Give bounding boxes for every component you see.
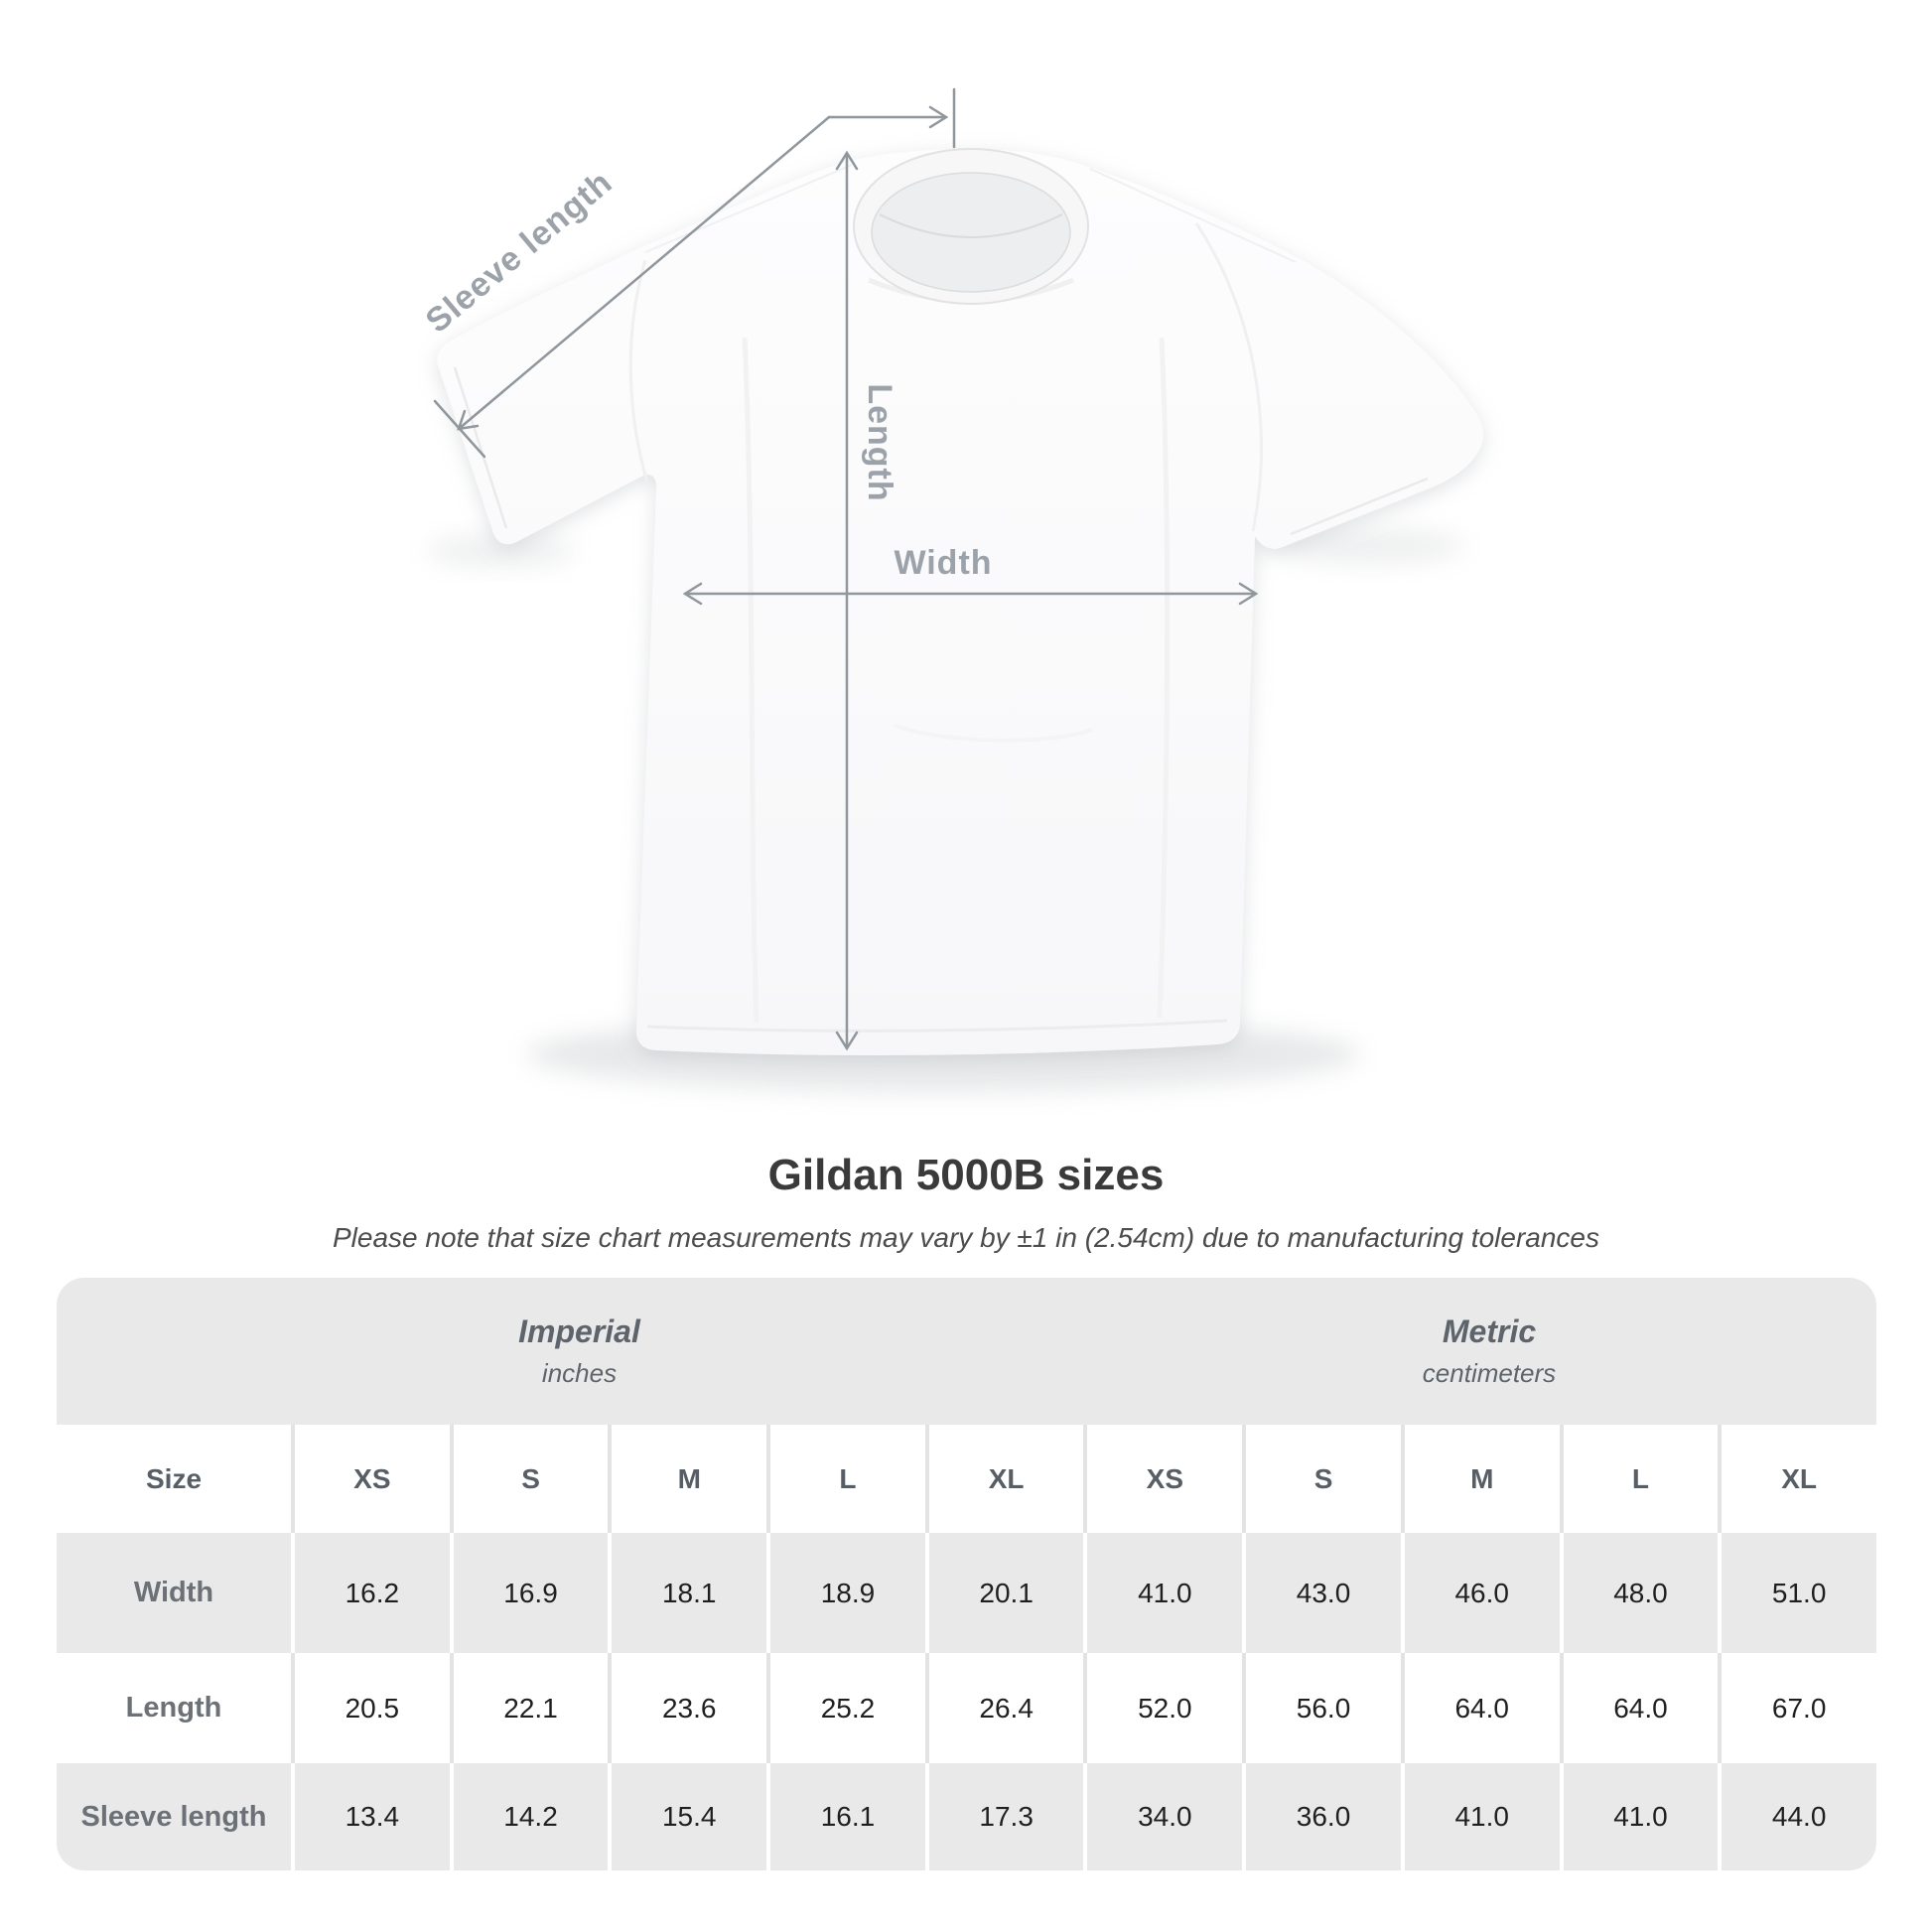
value-cell: 13.4 (295, 1763, 450, 1870)
width-arrow (682, 582, 1259, 606)
size-header-cell: L (770, 1425, 925, 1533)
value-cell: 23.6 (612, 1653, 767, 1763)
row-label: Sleeve length (57, 1763, 291, 1870)
size-header-row: Size XS S M L XL XS S M L XL (57, 1425, 1876, 1533)
size-header-cell: XL (928, 1425, 1084, 1533)
value-cell: 18.9 (770, 1533, 925, 1653)
value-cell: 67.0 (1722, 1653, 1876, 1763)
section-unit: inches (541, 1358, 618, 1388)
value-cell: 41.0 (1404, 1763, 1560, 1870)
size-header-cell: XL (1722, 1425, 1876, 1533)
table-section-header-metric: Metric centimeters (1102, 1278, 1876, 1425)
tshirt-figure: Sleeve length Length Width (419, 87, 1484, 1092)
length-row: Length 20.5 22.1 23.6 25.2 26.4 52.0 56.… (57, 1653, 1876, 1763)
collar (853, 148, 1089, 305)
value-cell: 16.9 (453, 1533, 609, 1653)
value-cell: 64.0 (1563, 1653, 1719, 1763)
width-label: Width (894, 544, 992, 582)
size-header-cell: M (612, 1425, 767, 1533)
value-cell: 46.0 (1404, 1533, 1560, 1653)
value-cell: 36.0 (1246, 1763, 1401, 1870)
sleeve-length-row: Sleeve length 13.4 14.2 15.4 16.1 17.3 3… (57, 1763, 1876, 1870)
value-cell: 56.0 (1246, 1653, 1401, 1763)
size-col-header: Size (57, 1425, 291, 1533)
value-cell: 22.1 (453, 1653, 609, 1763)
page-title: Gildan 5000B sizes (767, 1151, 1165, 1199)
value-cell: 34.0 (1087, 1763, 1243, 1870)
value-cell: 14.2 (453, 1763, 609, 1870)
width-row: Width 16.2 16.9 18.1 18.9 20.1 41.0 43.0… (57, 1533, 1876, 1653)
size-header-cell: XS (1087, 1425, 1243, 1533)
value-cell: 44.0 (1722, 1763, 1876, 1870)
value-cell: 15.4 (612, 1763, 767, 1870)
value-cell: 51.0 (1722, 1533, 1876, 1653)
size-header-cell: M (1404, 1425, 1560, 1533)
value-cell: 48.0 (1563, 1533, 1719, 1653)
value-cell: 41.0 (1087, 1533, 1243, 1653)
size-table: Imperial inches Metric centimeters Size … (57, 1278, 1876, 1870)
section-title: Imperial (518, 1313, 640, 1349)
value-cell: 20.5 (295, 1653, 450, 1763)
value-cell: 16.1 (770, 1763, 925, 1870)
value-cell: 43.0 (1246, 1533, 1401, 1653)
value-cell: 41.0 (1563, 1763, 1719, 1870)
section-unit: centimeters (1422, 1358, 1557, 1388)
size-header-cell: S (1246, 1425, 1401, 1533)
value-cell: 52.0 (1087, 1653, 1243, 1763)
unit-band: Imperial inches Metric centimeters (57, 1278, 1876, 1425)
row-label: Length (57, 1653, 291, 1763)
value-cell: 17.3 (928, 1763, 1084, 1870)
size-header-cell: XS (295, 1425, 450, 1533)
size-header-cell: L (1563, 1425, 1719, 1533)
value-cell: 26.4 (928, 1653, 1084, 1763)
table-section-header-imperial: Imperial inches (57, 1278, 1102, 1425)
section-title: Metric (1442, 1313, 1537, 1349)
tolerance-note: Please note that size chart measurements… (333, 1222, 1599, 1253)
length-arrow (835, 150, 859, 1051)
value-cell: 16.2 (295, 1533, 450, 1653)
value-cell: 18.1 (612, 1533, 767, 1653)
value-cell: 64.0 (1404, 1653, 1560, 1763)
size-header-cell: S (453, 1425, 609, 1533)
value-cell: 25.2 (770, 1653, 925, 1763)
sleeve-length-arrow (433, 87, 956, 459)
row-label: Width (57, 1533, 291, 1653)
tshirt-image (437, 148, 1484, 1055)
length-label: Length (861, 383, 898, 501)
value-cell: 20.1 (928, 1533, 1084, 1653)
